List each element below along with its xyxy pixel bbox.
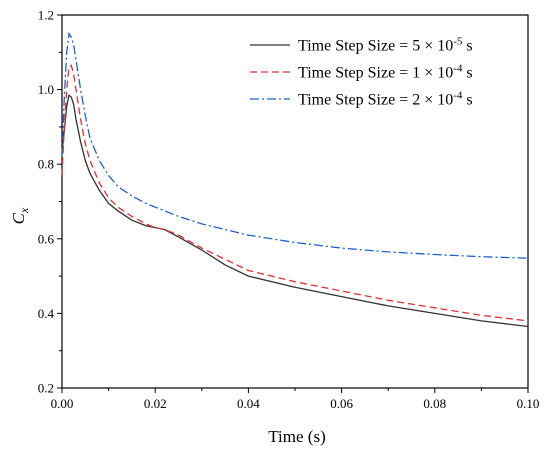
legend: Time Step Size = 5 × 10-5 s Time Step Siz… — [250, 36, 473, 109]
y-tick-label: 0.6 — [38, 231, 55, 246]
y-axis-title-subscript: x — [17, 207, 31, 214]
x-tick-label: 0.06 — [330, 396, 353, 411]
legend-label-1: Time Step Size = 5 × 10-5 s — [298, 36, 473, 55]
x-tick-label: 0.04 — [237, 396, 260, 411]
legend-label-2: Time Step Size = 1 × 10-4 s — [298, 63, 473, 82]
series-line-1 — [61, 94, 529, 328]
x-tick-label: 0.08 — [423, 396, 446, 411]
y-axis-title-main: C — [9, 212, 28, 224]
x-axis-title: Time (s) — [268, 427, 325, 446]
y-tick-label: 0.4 — [38, 306, 55, 321]
series-line-3 — [61, 31, 529, 259]
axes: 0.00 0.02 0.04 0.06 0.08 0.10 0.2 0.4 0.6 0.8 1.0 1… — [38, 8, 540, 412]
x-tick-label: 0.00 — [51, 396, 74, 411]
series-line-2 — [61, 64, 529, 322]
x-tick-label: 0.10 — [517, 396, 540, 411]
series-lines — [61, 31, 529, 328]
x-tick-label: 0.02 — [144, 396, 167, 411]
y-tick-label: 0.8 — [38, 157, 54, 172]
y-tick-label: 1.2 — [38, 8, 54, 23]
legend-label-3: Time Step Size = 2 × 10-4 s — [298, 90, 473, 109]
svg-text:Cx: Cx — [9, 207, 31, 224]
y-tick-label: 1.0 — [38, 82, 54, 97]
y-tick-label: 0.2 — [38, 381, 54, 396]
y-axis-title: Cx — [9, 207, 31, 224]
